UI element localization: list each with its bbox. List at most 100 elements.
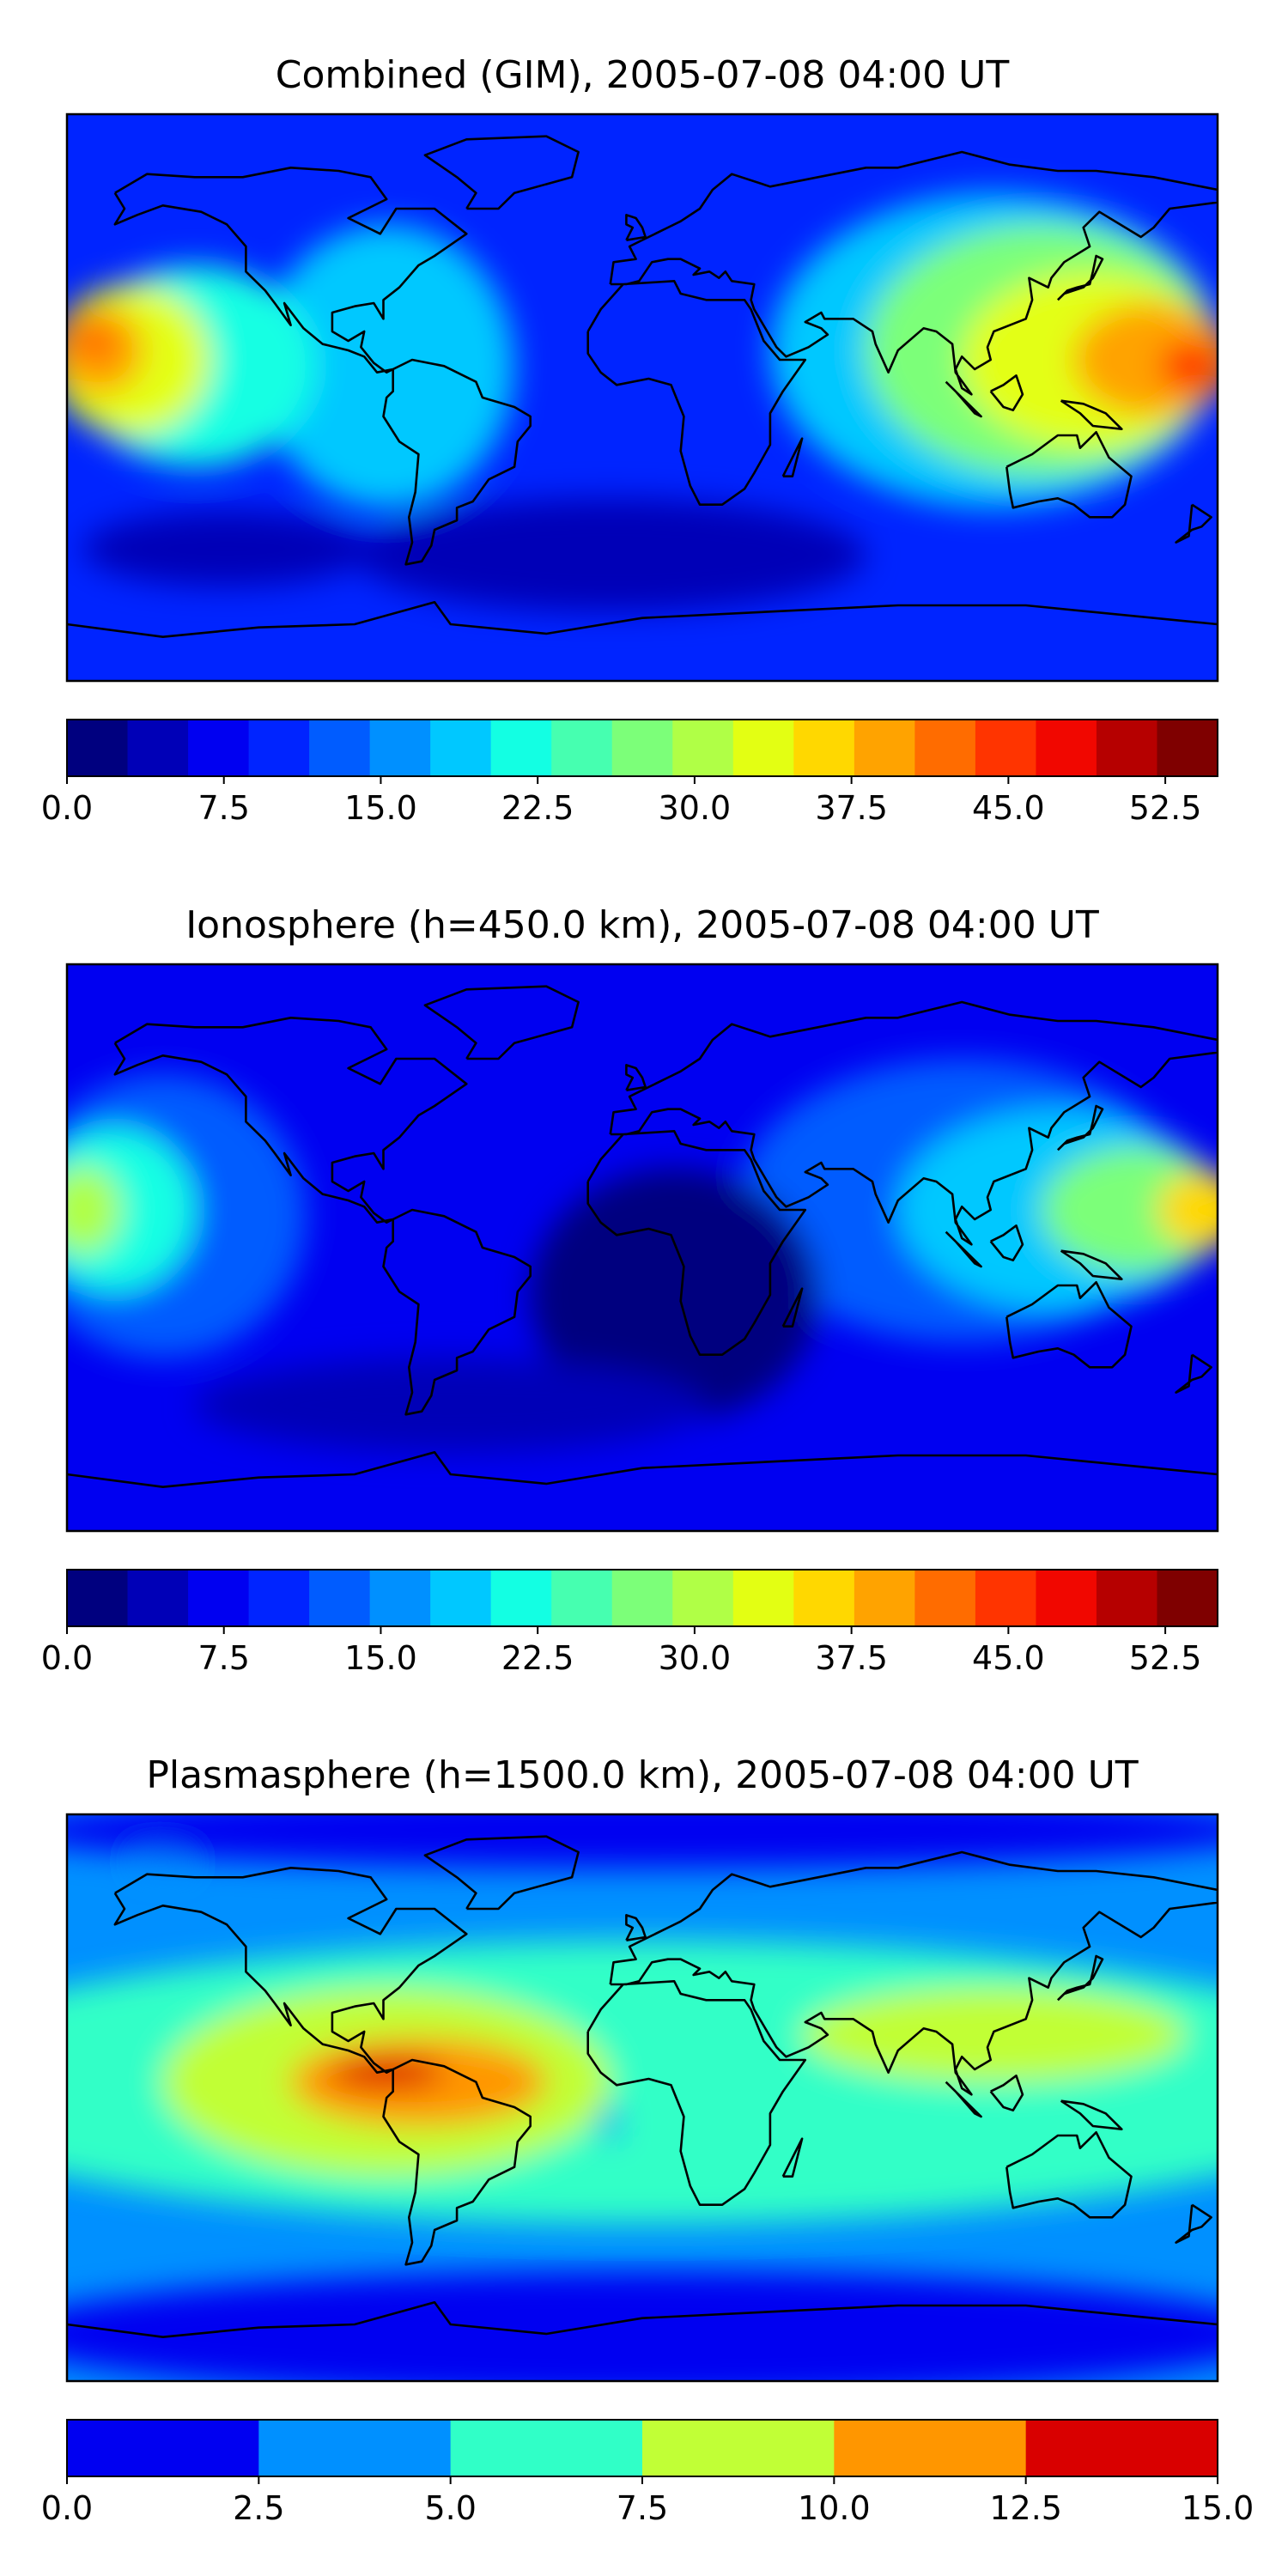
colorbar-segment [188, 1570, 250, 1626]
panel-title: Ionosphere (h=450.0 km), 2005-07-08 04:0… [185, 903, 1099, 947]
colorbar-tick-label: 37.5 [815, 1639, 888, 1677]
colorbar-tick-label: 15.0 [1182, 2489, 1255, 2527]
contour-region [530, 1169, 818, 1421]
coastline [67, 1835, 1218, 2338]
colorbar: 0.0 7.5 15.0 22.5 30.0 37.5 45.0 52.5 [41, 719, 1218, 827]
contour-region [258, 224, 515, 508]
panel-combined: Combined (GIM), 2005-07-08 04:00 UT 0.0 7… [41, 53, 1219, 827]
colorbar-tick-label: 7.5 [198, 1639, 250, 1677]
colorbar-segment [793, 720, 855, 776]
colorbar-segment [490, 720, 552, 776]
colorbar-segment [369, 1570, 431, 1626]
colorbar-segment [1157, 720, 1218, 776]
colorbar-segment [854, 1570, 915, 1626]
colorbar-segment [490, 1570, 552, 1626]
colorbar-segment [975, 1570, 1037, 1626]
colorbar-tick-label: 45.0 [972, 1639, 1045, 1677]
colorbar-segment [67, 720, 129, 776]
contour-region [137, 1852, 189, 1871]
colorbar-segment [188, 720, 250, 776]
panel-plasmasphere: Plasmasphere (h=1500.0 km), 2005-07-08 0… [41, 1753, 1255, 2527]
colorbar-segment [975, 720, 1037, 776]
colorbar-tick-label: 15.0 [344, 1639, 417, 1677]
colorbar-segment [551, 720, 613, 776]
contour-region [82, 511, 371, 586]
colorbar-tick-label: 30.0 [659, 1639, 732, 1677]
colorbar-segment [258, 2420, 452, 2476]
contour-region [67, 1814, 1218, 1868]
colorbar-segment [248, 720, 310, 776]
colorbar-tick-label: 37.5 [815, 789, 888, 827]
colorbar: 0.0 7.5 15.0 22.5 30.0 37.5 45.0 52.5 [41, 1569, 1218, 1677]
colorbar-tick-label: 10.0 [798, 2489, 871, 2527]
colorbar-segment [1096, 720, 1158, 776]
colorbar-segment [1157, 1570, 1218, 1626]
map-frame [65, 1813, 1219, 2383]
colorbar-segment [854, 720, 915, 776]
colorbar-segment [914, 1570, 976, 1626]
panel-title: Plasmasphere (h=1500.0 km), 2005-07-08 0… [146, 1753, 1138, 1797]
colorbar-segment [67, 2420, 259, 2476]
colorbar: 0.0 2.5 5.0 7.5 10.0 12.5 15.0 [41, 2419, 1255, 2527]
colorbar-segment [732, 720, 794, 776]
colorbar-tick-label: 7.5 [198, 789, 250, 827]
colorbar-segment [67, 1570, 129, 1626]
colorbar-segment [1036, 720, 1097, 776]
contour-region [194, 1358, 707, 1453]
colorbar-tick-label: 22.5 [501, 789, 574, 827]
colorbar-segment [127, 1570, 189, 1626]
colorbar-tick-label: 45.0 [972, 789, 1045, 827]
colorbar-tick-label: 52.5 [1129, 789, 1202, 827]
panel-ionosphere: Ionosphere (h=450.0 km), 2005-07-08 04:0… [41, 903, 1219, 1677]
contour-region [67, 322, 118, 360]
colorbar-tick-label: 5.0 [424, 2489, 476, 2527]
colorbar-segment [551, 1570, 613, 1626]
colorbar-segment [611, 720, 673, 776]
colorbar-segment [672, 720, 734, 776]
contour-region [67, 1165, 122, 1255]
map-area [67, 114, 1218, 681]
colorbar-segment [450, 2420, 643, 2476]
contour-region [1160, 341, 1218, 392]
contour-region [600, 2104, 620, 2142]
colorbar-segment [430, 720, 492, 776]
colorbar-tick-label: 12.5 [989, 2489, 1062, 2527]
colorbar-segment [732, 1570, 794, 1626]
colorbar-tick-label: 2.5 [233, 2489, 284, 2527]
colorbar-frame [66, 719, 1218, 777]
colorbar-tick-label: 7.5 [617, 2489, 668, 2527]
colorbar-segment [309, 720, 371, 776]
contour-region [1157, 1172, 1218, 1248]
contour-region [355, 498, 866, 612]
colorbar-segment [834, 2420, 1027, 2476]
map-area [67, 964, 1218, 1531]
colorbar-tick-label: 15.0 [344, 789, 417, 827]
colorbar-tick-label: 0.0 [41, 789, 93, 827]
colorbar-segment [1036, 1570, 1097, 1626]
map-frame [65, 963, 1219, 1533]
colorbar-tick-label: 22.5 [501, 1639, 574, 1677]
contour-region [1042, 1146, 1218, 1273]
colorbar-tick-label: 30.0 [659, 789, 732, 827]
colorbar-tick-label: 52.5 [1129, 1639, 1202, 1677]
colorbar-segment [793, 1570, 855, 1626]
coastline [67, 135, 1218, 638]
contour-region [802, 1987, 1186, 2082]
contour-region [67, 1127, 195, 1292]
contour-region [67, 2270, 1218, 2381]
colorbar-segment [914, 720, 976, 776]
colorbar-segment [1096, 1570, 1158, 1626]
panel-title: Combined (GIM), 2005-07-08 04:00 UT [276, 53, 1010, 97]
colorbar-segment [430, 1570, 492, 1626]
colorbar-tick-label: 0.0 [41, 1639, 93, 1677]
colorbar-tick-label: 0.0 [41, 2489, 93, 2527]
coastline [67, 985, 1218, 1488]
map-area [67, 1814, 1218, 2381]
map-frame [65, 112, 1219, 683]
colorbar-segment [642, 2420, 835, 2476]
colorbar-segment [369, 720, 431, 776]
colorbar-segment [127, 720, 189, 776]
colorbar-segment [309, 1570, 371, 1626]
colorbar-segment [248, 1570, 310, 1626]
